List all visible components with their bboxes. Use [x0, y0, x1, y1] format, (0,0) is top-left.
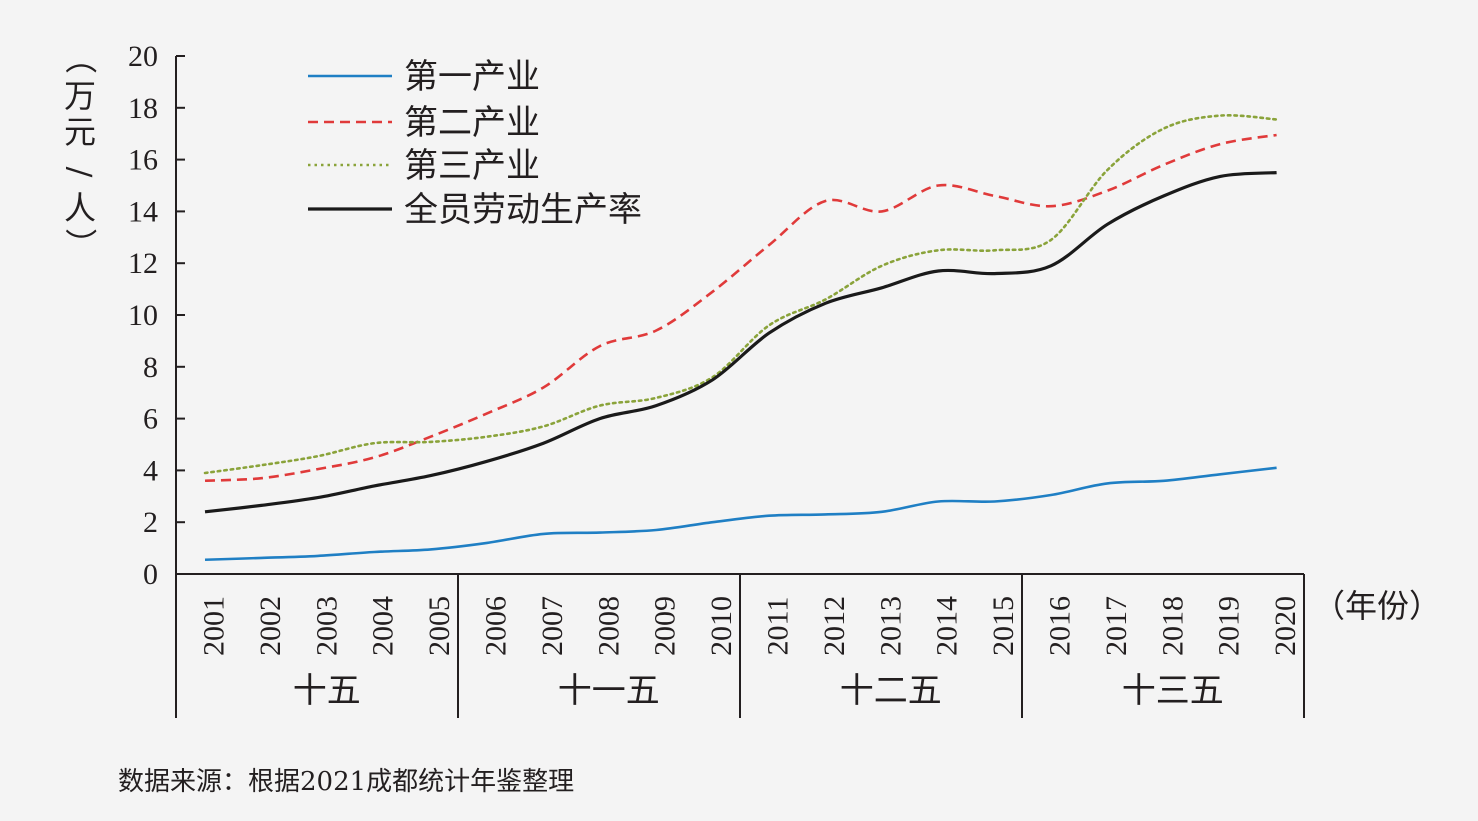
x-tick-labels: 2001 2002 2003 2004 2005 2006 2007 2008 2009 2010…: [198, 596, 1303, 656]
y-tick-label: 6: [143, 403, 158, 436]
x-tick-label: 2006: [480, 596, 513, 656]
x-tick-label: 2004: [367, 596, 400, 656]
x-tick-label: 2020: [1269, 596, 1302, 656]
y-axis-label-char: （: [61, 42, 99, 74]
y-tick-label: 8: [143, 351, 158, 384]
x-tick-label: 2005: [423, 596, 456, 656]
x-tick-label: 2015: [987, 596, 1020, 656]
x-tick-label: 2007: [536, 596, 569, 656]
x-tick-label: 2017: [1100, 596, 1133, 656]
series-line-第一产业: [204, 466, 1277, 562]
plan-group-label: 十一五: [558, 671, 660, 711]
x-tick-label: 2008: [592, 596, 625, 656]
x-tick-label: 2010: [705, 596, 738, 656]
legend-label: 全员劳动生产率: [404, 190, 642, 230]
x-tick-label: 2019: [1213, 596, 1246, 656]
x-tick-label: 2011: [762, 597, 795, 656]
axes: [175, 55, 1305, 718]
series-line-第三产业: [203, 114, 1278, 475]
x-tick-label: 2016: [1044, 596, 1077, 656]
plan-group-label: 十二五: [840, 671, 942, 711]
x-tick-label: 2009: [649, 596, 682, 656]
plan-group-label: 十三五: [1122, 671, 1224, 711]
x-tick-label: 2018: [1156, 596, 1189, 656]
x-tick-label: 2013: [874, 596, 907, 656]
legend-label: 第一产业: [404, 57, 540, 97]
x-tick-label: 2003: [310, 596, 343, 656]
source-note: 数据来源：根据2021成都统计年鉴整理: [118, 767, 574, 797]
y-tick-label: 0: [143, 558, 158, 591]
x-tick-label: 2001: [198, 596, 231, 656]
y-tick-label: 16: [128, 144, 158, 177]
y-axis-label-char: 元: [64, 113, 96, 151]
y-tick-label: 10: [128, 299, 158, 332]
y-axis-label-char: /: [61, 167, 99, 178]
legend-label: 第三产业: [404, 146, 540, 186]
y-tick-labels: 0 2 4 6 8 10 12 14 16 18 20: [128, 40, 158, 591]
x-axis-unit-label: （年份）: [1313, 587, 1441, 625]
x-tick-label: 2012: [818, 596, 851, 656]
y-tick-label: 14: [128, 195, 158, 228]
series-line-第二产业: [204, 133, 1277, 483]
plan-group-label: 十五: [293, 671, 361, 711]
legend-label: 第二产业: [404, 103, 540, 143]
series-line-全员劳动生产率: [204, 171, 1277, 514]
y-axis-label: （万元 / 人）: [61, 42, 99, 260]
y-tick-label: 2: [143, 506, 158, 539]
x-tick-label: 2002: [254, 596, 287, 656]
series-lines: [203, 114, 1278, 562]
y-tick-label: 20: [128, 40, 158, 73]
y-tick-label: 12: [128, 247, 158, 280]
y-axis-label-char: ）: [61, 228, 99, 260]
x-tick-label: 2014: [931, 596, 964, 656]
y-axis-label-char: 万: [64, 77, 96, 115]
plan-group-labels: 十五 十一五 十二五 十三五: [293, 671, 1224, 711]
y-tick-label: 4: [143, 454, 158, 487]
y-tick-label: 18: [128, 92, 158, 125]
y-axis-label-char: 人: [64, 189, 96, 227]
